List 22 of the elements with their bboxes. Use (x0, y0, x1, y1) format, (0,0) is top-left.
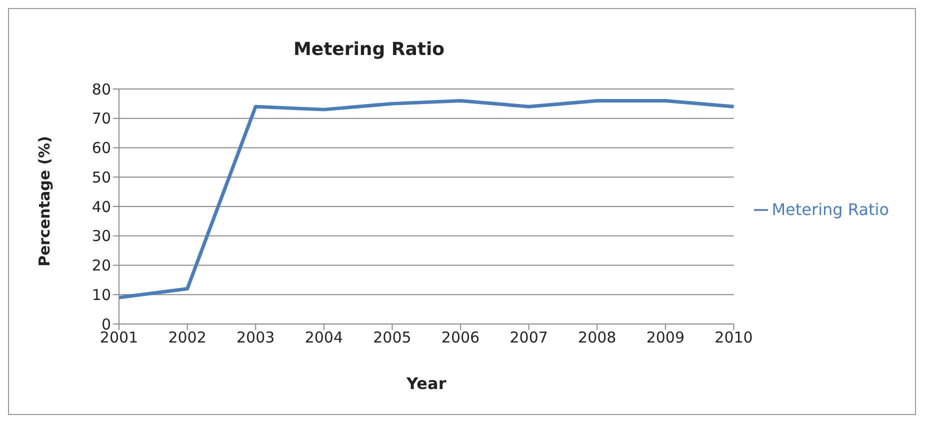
y-tick-label: 20 (92, 256, 111, 275)
y-tick-label: 70 (92, 110, 111, 128)
y-tick-label: 10 (92, 286, 111, 304)
x-tick-label: 2009 (646, 328, 685, 347)
y-tick-label: 60 (92, 139, 111, 158)
x-tick-label: 2004 (304, 328, 344, 347)
y-axis-title: Percentage (%) (35, 136, 54, 266)
y-tick-label: 30 (92, 227, 111, 246)
x-tick-label: 2007 (510, 328, 548, 347)
chart-title: Metering Ratio (292, 39, 446, 60)
legend-label: Metering Ratio (772, 200, 889, 218)
y-tick-label: 80 (92, 80, 111, 98)
x-tick-label: 2010 (714, 328, 753, 347)
x-tick-label: 2003 (236, 328, 275, 347)
x-axis-title: Year (406, 374, 446, 393)
x-tick-label: 2005 (373, 328, 412, 347)
y-tick-label: 40 (92, 198, 111, 216)
x-tick-label: 2001 (100, 328, 138, 347)
x-tick-label: 2008 (578, 328, 616, 347)
x-tick-label: 2002 (168, 328, 206, 347)
x-tick-label: 2006 (441, 328, 480, 347)
y-tick-label: 50 (92, 168, 111, 186)
